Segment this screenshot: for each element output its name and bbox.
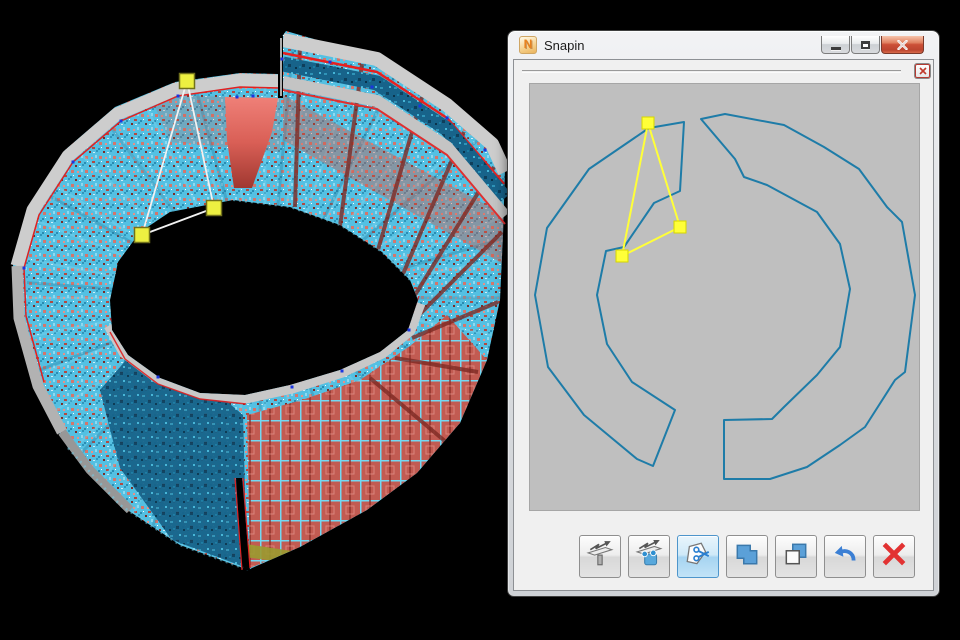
close-button[interactable] — [881, 36, 924, 54]
snip-region-button[interactable] — [628, 535, 670, 578]
lasso-outline-3d — [140, 80, 216, 237]
nx-logo-icon: N — [519, 36, 537, 54]
3d-viewport[interactable] — [0, 0, 510, 640]
close-icon — [897, 39, 908, 50]
snip-canvas[interactable] — [529, 83, 920, 511]
minimize-icon — [830, 46, 841, 50]
snip-region-icon — [635, 540, 663, 573]
undo-icon — [831, 540, 859, 573]
snip-plane-icon — [586, 540, 614, 573]
cancel-button[interactable] — [873, 535, 915, 578]
left-band-outline — [534, 121, 685, 467]
lasso-handle[interactable] — [641, 116, 655, 130]
polygon-cut-icon — [684, 540, 712, 573]
lasso-handle-3d[interactable] — [133, 226, 151, 244]
maximize-button[interactable] — [851, 36, 880, 54]
maximize-icon — [861, 40, 870, 49]
grip-groove — [522, 70, 901, 73]
snapin-window: N Snapin — [507, 30, 940, 597]
window-title: Snapin — [544, 37, 585, 53]
snip-plane-button[interactable] — [579, 535, 621, 578]
titlebar[interactable]: N Snapin — [508, 31, 939, 59]
lasso-handle[interactable] — [615, 249, 629, 263]
union-icon — [733, 540, 761, 573]
dialog-close-button[interactable] — [915, 64, 930, 78]
lasso-outline — [620, 122, 682, 258]
minimize-button[interactable] — [821, 36, 850, 54]
right-band-outline — [700, 113, 916, 480]
subtract-button[interactable] — [775, 535, 817, 578]
polygon-cut-button[interactable] — [677, 535, 719, 578]
cancel-icon — [880, 540, 908, 573]
subtract-icon — [782, 540, 810, 573]
lasso-handle[interactable] — [673, 220, 687, 234]
caption-buttons — [821, 36, 924, 54]
lasso-handle-3d[interactable] — [178, 72, 196, 90]
undo-button[interactable] — [824, 535, 866, 578]
red-x-icon — [918, 67, 927, 75]
toolbar — [579, 535, 915, 578]
dialog-grip — [514, 64, 933, 80]
lasso-handle-3d[interactable] — [205, 199, 223, 217]
union-button[interactable] — [726, 535, 768, 578]
